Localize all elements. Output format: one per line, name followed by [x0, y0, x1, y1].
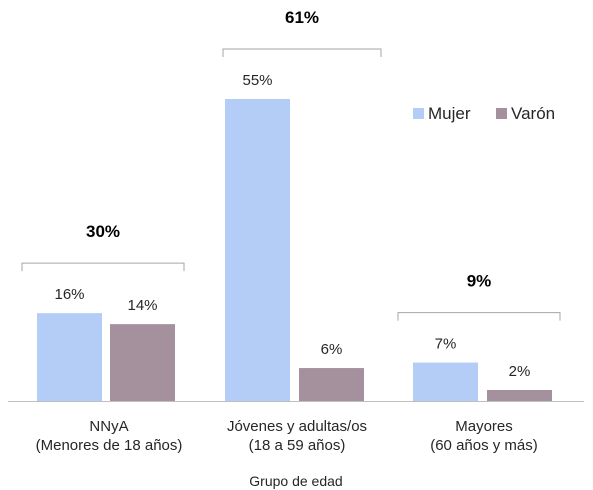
bar-mujer-2 [413, 362, 478, 401]
data-label: 2% [509, 363, 531, 380]
legend-label: Mujer [428, 104, 471, 123]
category-label: Jóvenes y adultas/os [227, 418, 367, 435]
legend-swatch-varon [496, 108, 507, 119]
group-bracket [222, 48, 382, 57]
legend: Mujer Varón [413, 104, 555, 123]
category-label: Mayores [455, 418, 513, 435]
legend-label: Varón [511, 104, 555, 123]
bar-mujer-1 [225, 99, 290, 401]
data-label: 6% [321, 341, 343, 358]
bar-varon-0 [110, 324, 175, 401]
data-label: 14% [127, 297, 157, 314]
data-label: 55% [242, 72, 272, 89]
category-label: (Menores de 18 años) [36, 437, 183, 454]
bar-varon-2 [487, 390, 552, 401]
data-label: 7% [435, 336, 457, 353]
category-labels: NNyA (Menores de 18 años) Jóvenes y adulta… [36, 418, 538, 454]
legend-swatch-mujer [413, 108, 424, 119]
x-axis-title: Grupo de edad [249, 473, 342, 489]
group-bracket [21, 262, 185, 272]
category-label: (60 años y más) [430, 437, 538, 454]
group-total-label: 9% [467, 272, 492, 291]
bar-varon-1 [299, 368, 364, 401]
bars [37, 99, 552, 401]
group-brackets: 30% 61% 9% [21, 8, 561, 321]
group-bracket [397, 312, 561, 321]
bar-mujer-0 [37, 313, 102, 401]
group-total-label: 30% [86, 222, 120, 241]
group-total-label: 61% [285, 8, 319, 27]
data-labels: 16% 14% 55% 6% 7% 2% [54, 72, 530, 380]
category-label: NNyA [89, 418, 128, 435]
data-label: 16% [54, 286, 84, 303]
category-label: (18 a 59 años) [249, 437, 346, 454]
